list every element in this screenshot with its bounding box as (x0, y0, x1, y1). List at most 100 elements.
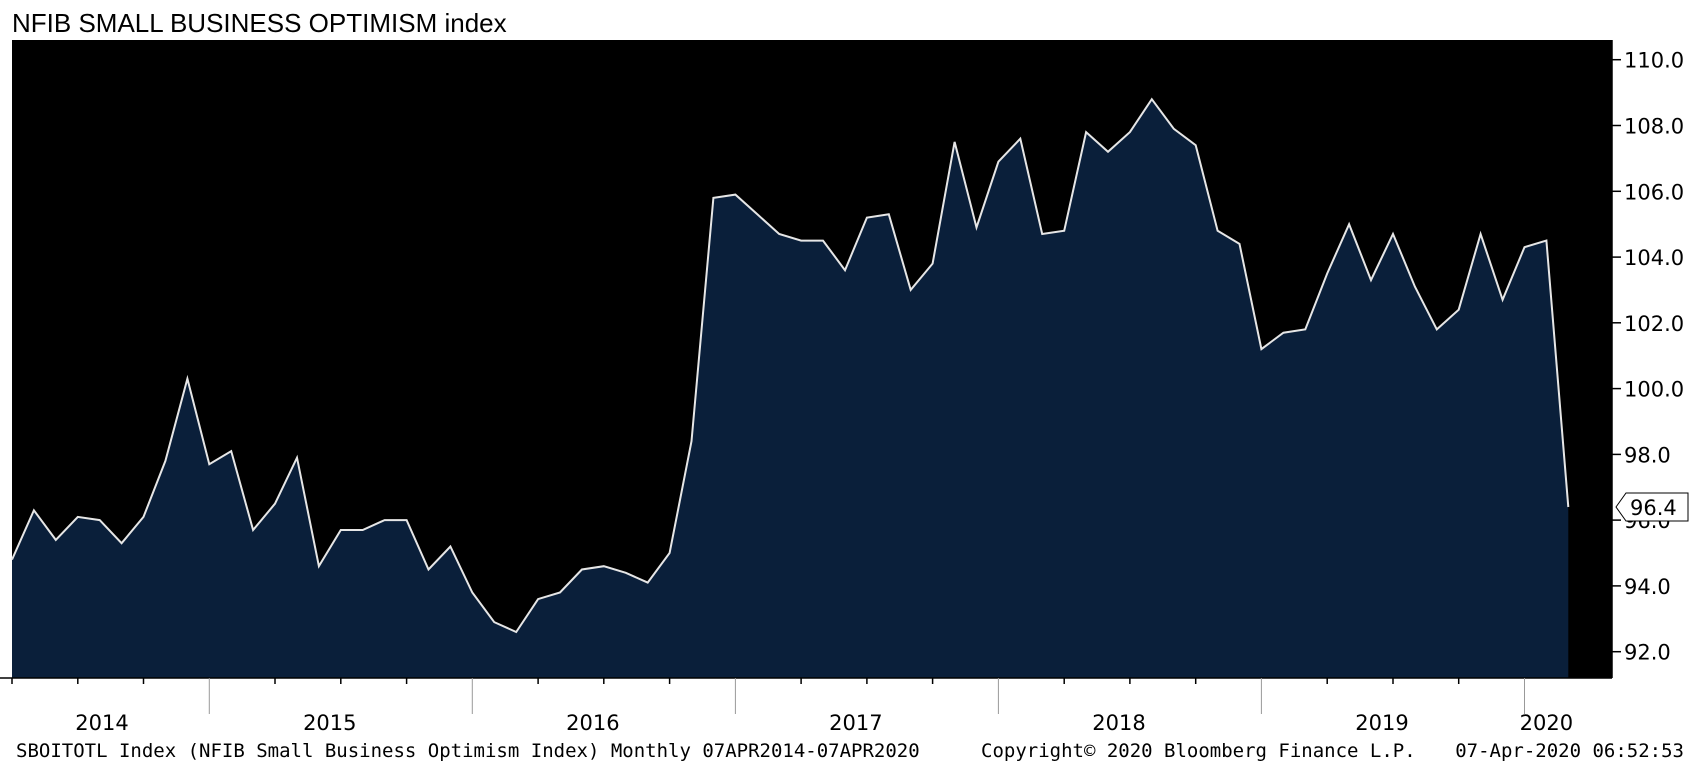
data-point (1392, 233, 1394, 235)
data-point (449, 546, 451, 548)
footer-copyright: Copyright© 2020 Bloomberg Finance L.P. (981, 740, 1416, 762)
y-tick-label: 94.0 (1624, 575, 1671, 599)
data-point (778, 233, 780, 235)
data-point (1129, 131, 1131, 133)
last-value-marker: 96.4 (1615, 492, 1689, 522)
y-tick-label: 108.0 (1624, 115, 1684, 139)
y-tick-label: 102.0 (1624, 312, 1684, 336)
data-point (99, 519, 101, 521)
data-point (471, 592, 473, 594)
data-point (932, 263, 934, 265)
data-point (493, 621, 495, 623)
data-point (1063, 230, 1065, 232)
y-tick-label: 106.0 (1624, 180, 1684, 204)
data-point (866, 217, 868, 219)
data-point (1173, 128, 1175, 130)
data-point (625, 572, 627, 574)
data-point (274, 503, 276, 505)
data-point (340, 529, 342, 531)
data-point (406, 519, 408, 521)
data-point (1282, 332, 1284, 334)
data-point (603, 565, 605, 567)
data-point (1545, 240, 1547, 242)
data-point (1107, 151, 1109, 153)
y-tick-label: 98.0 (1624, 443, 1671, 467)
data-point (1414, 286, 1416, 288)
data-point (1195, 144, 1197, 146)
data-point (143, 516, 145, 518)
data-point (888, 213, 890, 215)
data-point (537, 598, 539, 600)
data-point (1348, 223, 1350, 225)
data-point (318, 565, 320, 567)
data-point (800, 240, 802, 242)
data-point (33, 509, 35, 511)
x-tick-label: 2015 (303, 711, 356, 735)
x-tick-label: 2017 (829, 711, 882, 735)
data-point (384, 519, 386, 521)
data-point (581, 569, 583, 571)
data-point (1217, 230, 1219, 232)
data-point (669, 552, 671, 554)
y-tick-label: 100.0 (1624, 378, 1684, 402)
data-point (844, 269, 846, 271)
data-point (1019, 138, 1021, 140)
last-value-label: 96.4 (1630, 496, 1677, 520)
data-point (121, 542, 123, 544)
x-tick-label: 2014 (75, 711, 128, 735)
data-point (1458, 309, 1460, 311)
data-point (186, 378, 188, 380)
data-point (976, 227, 978, 229)
data-point (822, 240, 824, 242)
data-point (1041, 233, 1043, 235)
data-point (1304, 328, 1306, 330)
data-point (1085, 131, 1087, 133)
data-point (1567, 506, 1569, 508)
data-point (691, 440, 693, 442)
data-point (77, 516, 79, 518)
data-point (910, 289, 912, 291)
data-point (1239, 243, 1241, 245)
data-point (954, 141, 956, 143)
y-tick-label: 104.0 (1624, 246, 1684, 270)
x-tick-label: 2016 (566, 711, 619, 735)
y-tick-label: 110.0 (1624, 49, 1684, 73)
x-tick-label: 2020 (1520, 711, 1573, 735)
footer-source: SBOITOTL Index (NFIB Small Business Opti… (16, 740, 920, 762)
series-line (11, 97, 1570, 634)
data-point (208, 463, 210, 465)
data-point (734, 194, 736, 196)
data-point (55, 539, 57, 541)
area-fill (12, 99, 1569, 678)
area-series (11, 97, 1570, 678)
data-point (362, 529, 364, 531)
data-point (1151, 98, 1153, 100)
y-tick-label: 92.0 (1624, 641, 1671, 665)
y-axis: 92.094.096.098.0100.0102.0104.0106.0108.… (1612, 49, 1684, 665)
data-point (997, 161, 999, 163)
data-point (1502, 299, 1504, 301)
chart-title: NFIB SMALL BUSINESS OPTIMISM index (12, 8, 507, 38)
data-point (252, 529, 254, 531)
x-tick-label: 2018 (1092, 711, 1145, 735)
x-tick-label: 2019 (1355, 711, 1408, 735)
data-point (1326, 273, 1328, 275)
data-point (712, 197, 714, 199)
x-axis: 2014 2015 2016 2017 2018 2019 2020 (11, 678, 1573, 735)
data-point (164, 460, 166, 462)
data-point (1524, 246, 1526, 248)
last-value-box (1615, 492, 1689, 522)
data-point (1436, 328, 1438, 330)
data-point (296, 457, 298, 459)
data-point (11, 559, 13, 561)
data-point (515, 631, 517, 633)
data-point (1260, 348, 1262, 350)
data-point (1370, 279, 1372, 281)
data-point (428, 569, 430, 571)
data-point (756, 213, 758, 215)
data-point (230, 450, 232, 452)
data-point (1480, 233, 1482, 235)
data-point (559, 592, 561, 594)
data-point (647, 582, 649, 584)
